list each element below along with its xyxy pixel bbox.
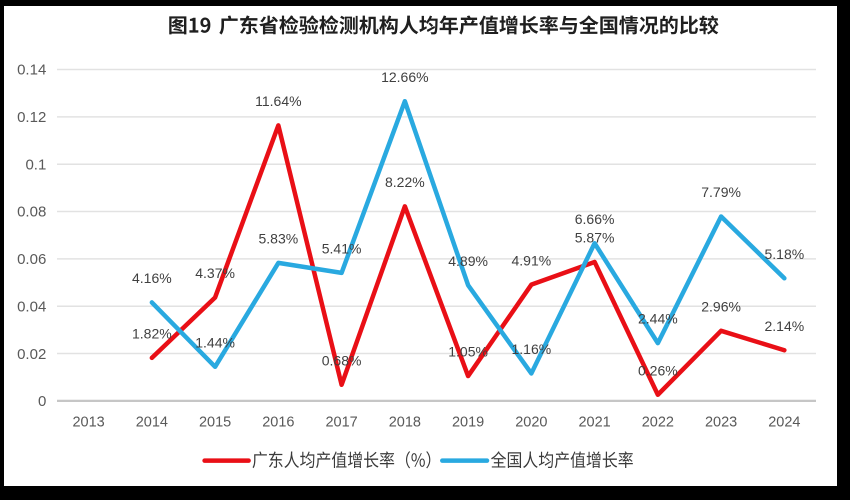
svg-text:4.91%: 4.91% (511, 252, 551, 268)
svg-text:2.44%: 2.44% (638, 311, 678, 327)
svg-text:0.04: 0.04 (17, 298, 46, 315)
svg-text:4.37%: 4.37% (195, 265, 235, 281)
svg-text:2018: 2018 (389, 415, 421, 431)
svg-text:4.89%: 4.89% (448, 253, 488, 269)
svg-text:1.16%: 1.16% (511, 341, 551, 357)
svg-text:2021: 2021 (578, 415, 610, 431)
svg-text:0.1: 0.1 (25, 156, 46, 173)
svg-text:2016: 2016 (262, 415, 294, 431)
svg-text:1.05%: 1.05% (448, 344, 488, 360)
svg-text:5.83%: 5.83% (258, 231, 298, 247)
svg-text:2.14%: 2.14% (764, 318, 804, 334)
svg-text:0.14: 0.14 (17, 62, 46, 79)
svg-text:0.08: 0.08 (17, 204, 46, 221)
svg-text:2023: 2023 (705, 415, 737, 431)
svg-text:0.06: 0.06 (17, 251, 46, 268)
svg-text:12.66%: 12.66% (381, 69, 428, 85)
svg-text:5.87%: 5.87% (575, 230, 615, 246)
svg-text:0.02: 0.02 (17, 346, 46, 363)
svg-text:2024: 2024 (768, 415, 800, 431)
svg-text:2.96%: 2.96% (701, 298, 741, 314)
svg-text:0: 0 (38, 393, 46, 410)
svg-text:11.64%: 11.64% (255, 93, 301, 109)
svg-text:2014: 2014 (136, 415, 168, 431)
svg-text:5.41%: 5.41% (322, 240, 362, 256)
svg-text:0.26%: 0.26% (638, 362, 678, 378)
svg-text:8.22%: 8.22% (385, 174, 425, 190)
svg-text:7.79%: 7.79% (701, 184, 741, 200)
svg-text:1.44%: 1.44% (195, 334, 235, 350)
svg-text:6.66%: 6.66% (575, 211, 615, 227)
svg-text:2020: 2020 (515, 415, 547, 431)
svg-text:1.82%: 1.82% (132, 325, 172, 341)
svg-text:2013: 2013 (72, 415, 104, 431)
svg-text:2015: 2015 (199, 415, 231, 431)
svg-text:5.18%: 5.18% (764, 246, 804, 262)
svg-text:2022: 2022 (642, 415, 674, 431)
svg-text:2017: 2017 (325, 415, 357, 431)
svg-text:4.16%: 4.16% (132, 270, 172, 286)
svg-text:0.68%: 0.68% (322, 352, 362, 368)
svg-text:2019: 2019 (452, 415, 484, 431)
svg-text:0.12: 0.12 (17, 109, 46, 126)
